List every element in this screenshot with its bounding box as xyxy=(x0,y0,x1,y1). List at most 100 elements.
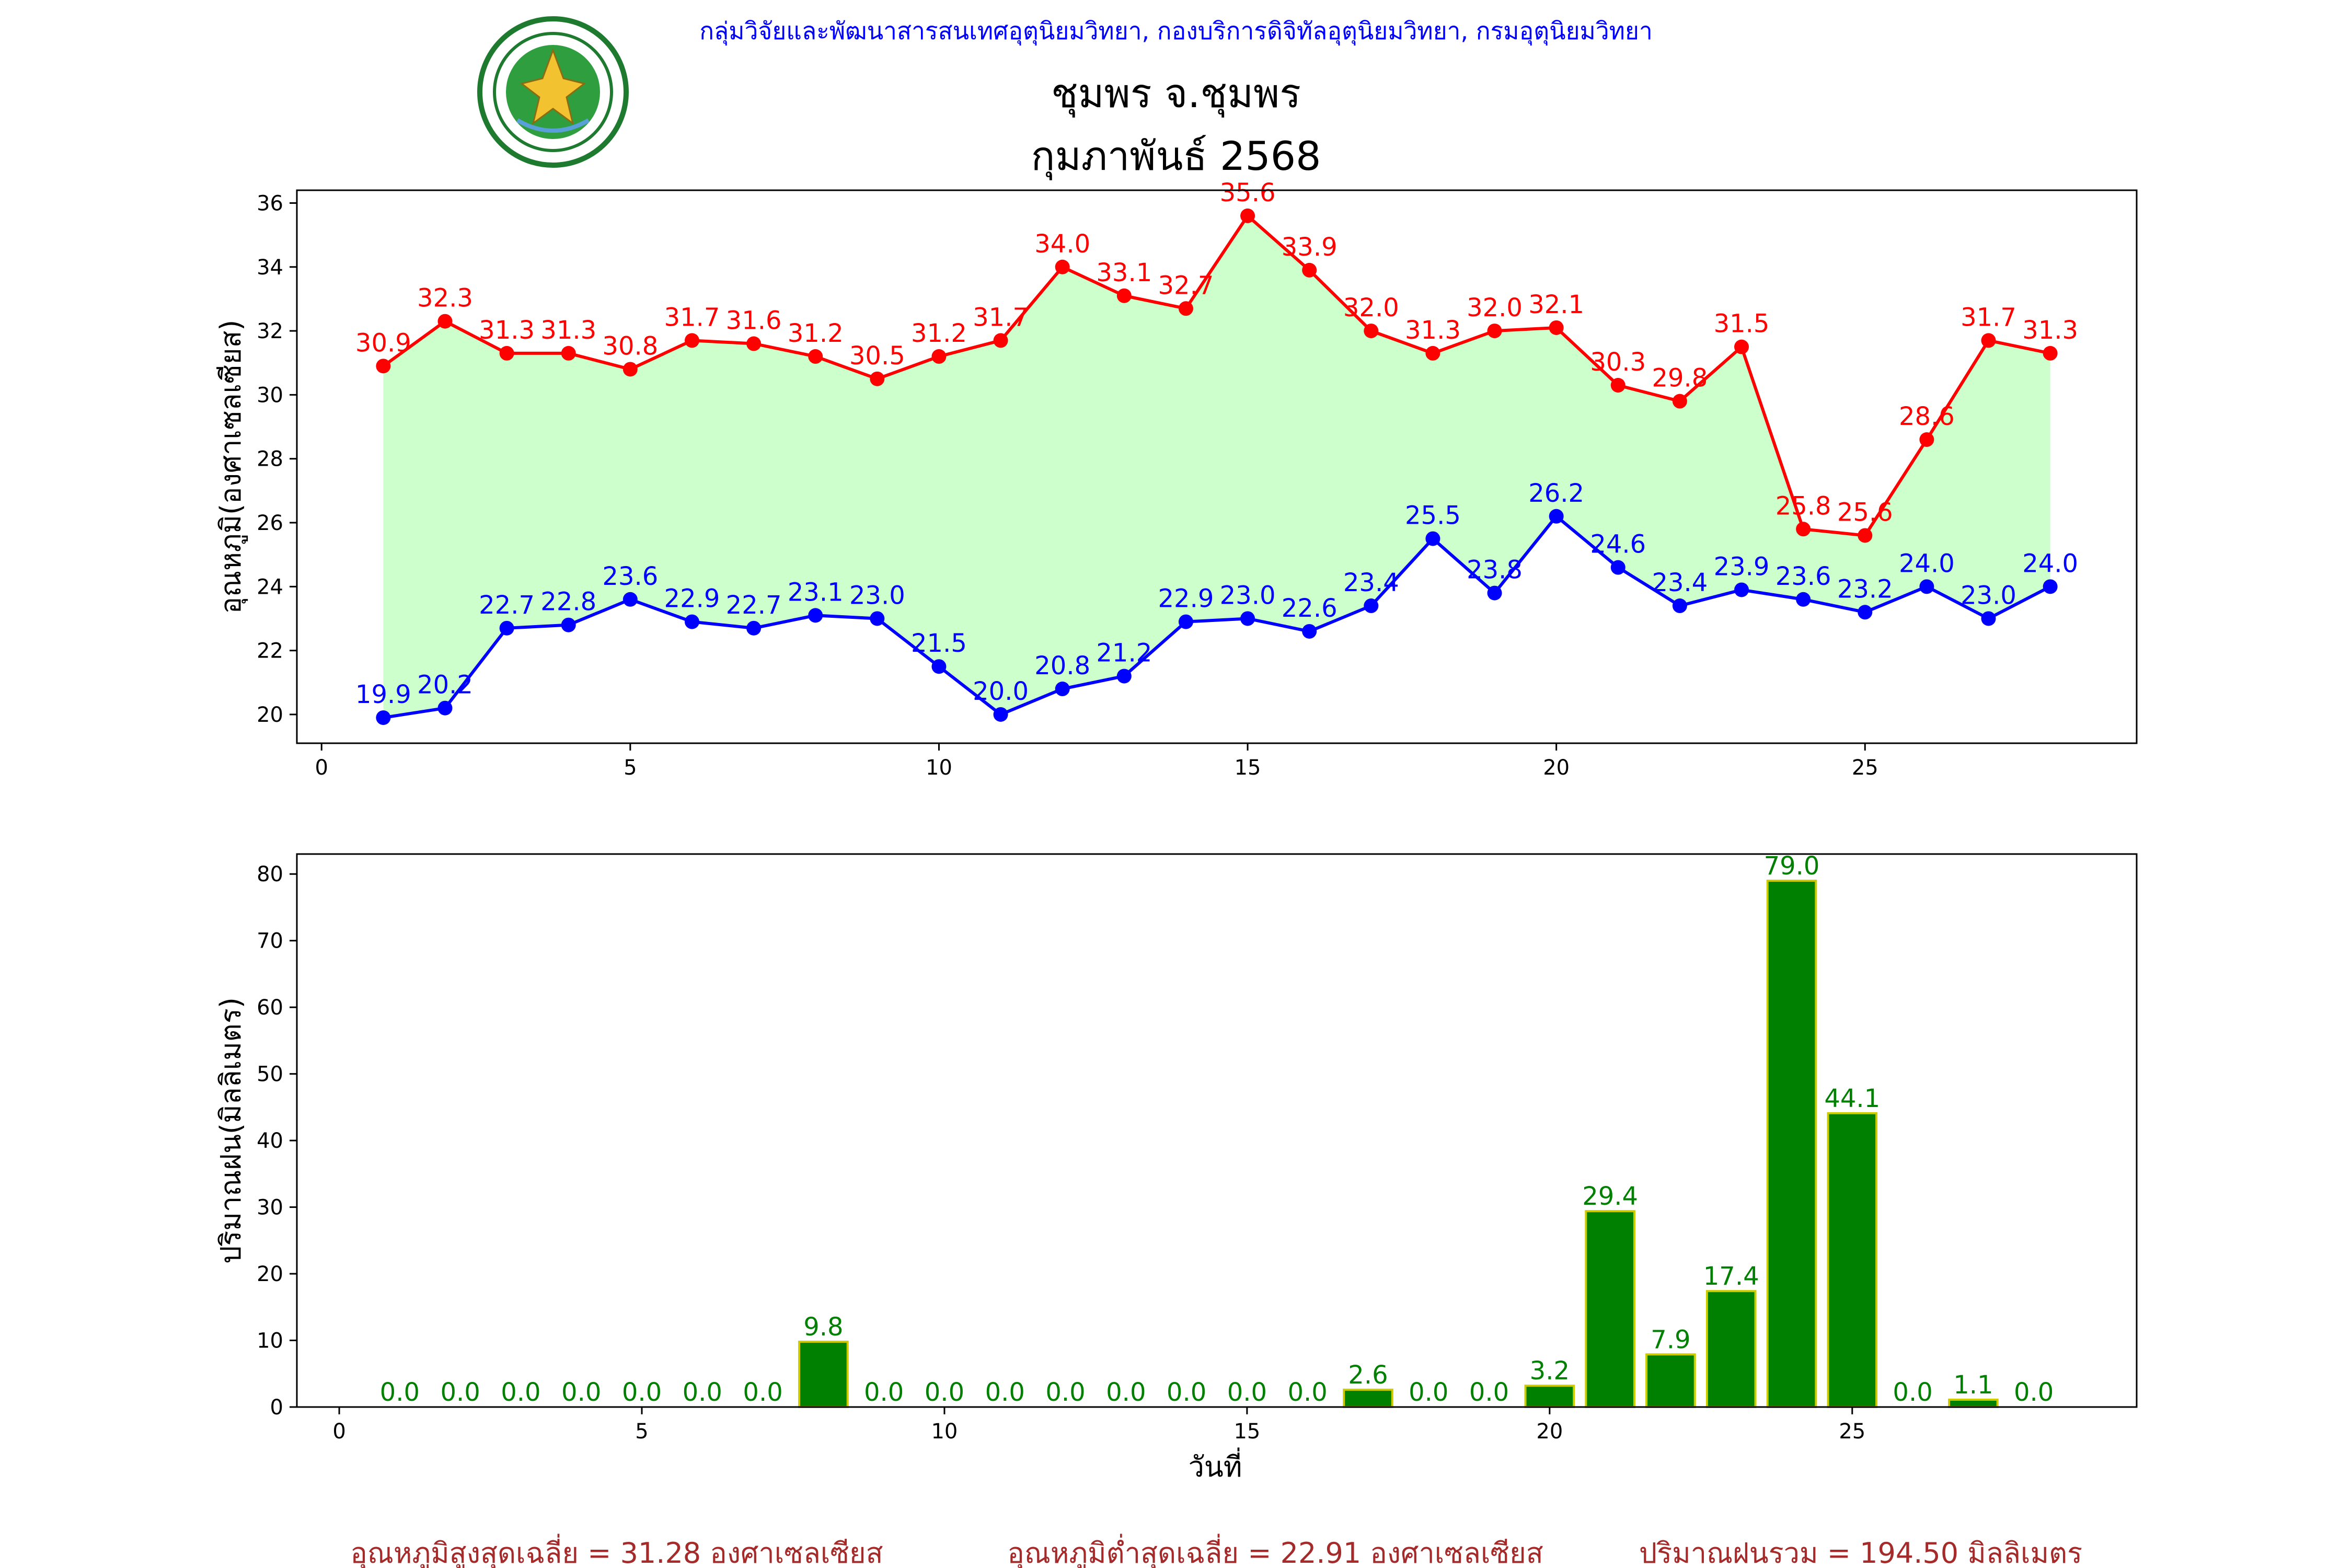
tmax-data-label: 25.8 xyxy=(1775,491,1831,521)
tmin-point xyxy=(684,614,699,629)
tmax-point xyxy=(1610,378,1625,393)
rainfall-data-label: 0.0 xyxy=(683,1378,722,1407)
tmin-data-label: 22.7 xyxy=(479,591,535,620)
tmax-point xyxy=(1055,259,1070,274)
rainfall-data-label: 0.0 xyxy=(743,1378,782,1407)
tmax-data-label: 30.9 xyxy=(355,328,411,358)
tmax-data-label: 31.3 xyxy=(1405,316,1461,345)
tmax-data-label: 31.7 xyxy=(973,303,1029,332)
tmin-data-label: 20.2 xyxy=(417,671,473,700)
rainfall-y-ticks: 0 10 20 30 40 50 60 70 80 xyxy=(257,862,297,1420)
tmin-point xyxy=(1116,668,1132,684)
tmin-point xyxy=(499,620,514,636)
tmin-point xyxy=(437,700,453,716)
tmin-point xyxy=(1240,611,1255,626)
tmin-data-label: 22.9 xyxy=(1158,584,1214,614)
tmax-data-label: 30.5 xyxy=(849,341,905,371)
tmin-point xyxy=(1919,579,1934,594)
tmin-average-summary: อุณหภูมิต่ำสุดเฉลี่ย = 22.91 องศาเซลเซีย… xyxy=(1007,1534,1543,1568)
temperature-fill-area xyxy=(383,215,2050,718)
temperature-y-axis-label: อุณหภูมิ(องศาเซลเซียส) xyxy=(214,320,248,614)
tmin-point xyxy=(746,620,762,636)
rainfall-data-label: 0.0 xyxy=(1045,1378,1085,1407)
tmax-data-label: 32.1 xyxy=(1528,290,1584,319)
rainfall-chart: 0.0 0.0 0.0 0.0 0.0 0.0 0.09.80.0 0.0 0.0 0.0 0.0 0… xyxy=(214,851,2138,1483)
tmin-data-label: 23.1 xyxy=(788,578,844,607)
tmin-data-label: 23.0 xyxy=(849,581,905,610)
rainfall-bar xyxy=(1766,879,1817,1408)
tmin-data-label: 26.2 xyxy=(1528,479,1584,508)
tmin-data-label: 22.7 xyxy=(726,591,782,620)
y-tick-label: 28 xyxy=(257,447,283,471)
tmin-point xyxy=(1055,682,1070,697)
tmax-point xyxy=(684,333,699,348)
tmax-point xyxy=(499,345,514,361)
tmax-point xyxy=(1672,394,1687,409)
rainfall-data-label: 0.0 xyxy=(864,1378,904,1407)
tmin-data-label: 21.2 xyxy=(1096,639,1152,668)
rainfall-bar xyxy=(1343,1388,1393,1409)
tmin-data-label: 23.6 xyxy=(1775,562,1831,591)
tmin-data-label: 25.5 xyxy=(1405,501,1461,531)
tmax-point xyxy=(1240,208,1255,223)
tmin-data-label: 21.5 xyxy=(911,629,967,658)
tmax-data-label: 31.3 xyxy=(540,316,596,345)
rainfall-data-labels: 0.0 0.0 0.0 0.0 0.0 0.0 0.0 9.8 0.0 0.0 0.0 0.0 0.0 0… xyxy=(380,851,2054,1407)
tmax-point xyxy=(622,362,638,377)
rainfall-data-label: 44.1 xyxy=(1824,1084,1880,1113)
tmin-data-label: 23.2 xyxy=(1837,574,1893,604)
tmax-point xyxy=(1178,301,1193,316)
tmin-point xyxy=(1610,560,1625,575)
rainfall-data-label: 0.0 xyxy=(501,1378,540,1407)
tmin-point xyxy=(1302,624,1317,639)
tmin-data-label: 22.8 xyxy=(540,587,596,617)
tmax-data-label: 32.0 xyxy=(1343,293,1399,322)
tmax-data-label: 32.0 xyxy=(1467,293,1523,322)
tmin-point xyxy=(931,659,947,674)
rainfall-data-label: 0.0 xyxy=(2014,1378,2054,1407)
temperature-data-labels: 30.932.331.3 31.330.831.7 31.6 31.230.531.2… xyxy=(355,178,2078,709)
rainfall-data-label: 0.0 xyxy=(622,1378,662,1407)
x-tick-label: 20 xyxy=(1536,1420,1563,1444)
tmax-data-label: 31.3 xyxy=(2022,316,2078,345)
rainfall-x-axis-label: วันที่ xyxy=(1189,1447,1242,1483)
tmax-point xyxy=(561,345,576,361)
tmin-data-label: 23.4 xyxy=(1343,568,1399,597)
x-tick-label: 25 xyxy=(1839,1420,1865,1444)
rainfall-data-label: 3.2 xyxy=(1530,1356,1570,1386)
tmax-data-label: 28.6 xyxy=(1899,402,1955,431)
tmin-point xyxy=(1796,592,1811,607)
tmax-data-label: 31.7 xyxy=(1961,303,2016,332)
tmax-data-label: 33.9 xyxy=(1282,233,1338,262)
tmax-data-label: 31.2 xyxy=(911,319,967,348)
tmin-point xyxy=(1425,531,1440,546)
tmax-point xyxy=(1549,320,1564,335)
tmax-point xyxy=(1116,288,1132,303)
rainfall-bars xyxy=(798,879,1999,1409)
rainfall-data-label: 0.0 xyxy=(440,1378,480,1407)
tmax-point xyxy=(2043,345,2058,361)
y-tick-label: 26 xyxy=(257,511,283,535)
tmax-point xyxy=(1734,339,1749,354)
y-tick-label: 80 xyxy=(257,862,283,886)
tmax-point xyxy=(1981,333,1996,348)
rainfall-bar xyxy=(1827,1112,1878,1409)
tmax-data-label: 32.7 xyxy=(1158,271,1214,300)
tmax-point xyxy=(931,349,947,364)
tmax-point xyxy=(1425,345,1440,361)
rainfall-bar xyxy=(798,1341,849,1409)
rainfall-data-label: 0.0 xyxy=(1167,1378,1206,1407)
tmax-data-label: 31.2 xyxy=(788,319,844,348)
tmin-point xyxy=(1487,585,1502,601)
x-tick-label: 0 xyxy=(315,756,328,780)
temperature-points xyxy=(376,208,2058,725)
tmax-data-label: 30.8 xyxy=(602,331,658,361)
rainfall-plot-frame xyxy=(296,853,2138,1408)
tmax-point xyxy=(1796,522,1811,537)
rainfall-data-label: 7.9 xyxy=(1651,1325,1690,1354)
tmin-data-label: 23.6 xyxy=(602,562,658,591)
tmax-data-label: 34.0 xyxy=(1034,229,1090,259)
rainfall-data-label: 79.0 xyxy=(1764,851,1820,881)
rainfall-data-label: 2.6 xyxy=(1348,1361,1388,1390)
